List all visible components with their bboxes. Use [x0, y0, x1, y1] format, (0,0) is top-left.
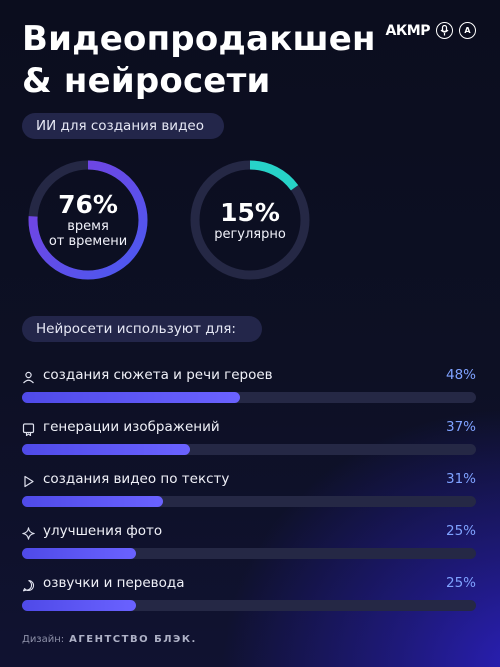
bar-row: озвучки и перевода 25%	[22, 574, 476, 616]
title-line-1: Видеопродакшен	[22, 19, 376, 59]
bar-track	[22, 548, 476, 559]
donut-chart-regular	[190, 160, 310, 280]
donut-arc-time	[28, 160, 148, 280]
footer-prefix: Дизайн:	[22, 634, 65, 645]
bar-row: улучшения фото 25%	[22, 522, 476, 564]
play-icon	[22, 473, 35, 488]
bar-value-label: 25%	[445, 523, 476, 539]
page-title: Видеопродакшен & нейросети	[22, 18, 376, 102]
stat-percent-regular: 15%	[220, 197, 280, 227]
bar-label: генерации изображений	[43, 419, 220, 435]
bar	[22, 548, 136, 559]
stat-caption-regular: регулярно	[214, 226, 286, 242]
bar-row: создания сюжета и речи героев 48%	[22, 366, 476, 408]
bar-header: озвучки и перевода 25%	[22, 574, 476, 594]
person-icon	[22, 369, 35, 384]
image-icon	[22, 421, 35, 437]
stat-percent-time: 76%	[58, 190, 118, 219]
stat-donut-regular: 15% регулярно	[188, 158, 312, 282]
bar-row: генерации изображений 37%	[22, 418, 476, 460]
bar	[22, 392, 240, 403]
bar-value-label: 31%	[445, 471, 476, 487]
a-circle-logo-icon: A	[459, 22, 476, 39]
footer-credit: Дизайн: АГЕНТСТВО БЛЭК.	[22, 634, 197, 645]
stat-caption-time-1: время	[67, 219, 109, 234]
bar-track	[22, 600, 476, 611]
bar-label: улучшения фото	[43, 523, 163, 539]
title-line-2: & нейросети	[22, 61, 271, 101]
donut-chart-time	[28, 160, 148, 280]
stat-donut-time: 76% время от времени	[26, 158, 150, 282]
bar-track	[22, 444, 476, 455]
section-pill-ai-video: ИИ для создания видео	[22, 113, 224, 139]
bar-header: улучшения фото 25%	[22, 522, 476, 542]
bar-header: создания сюжета и речи героев 48%	[22, 366, 476, 386]
bar	[22, 444, 190, 455]
bar-label: озвучки и перевода	[43, 575, 185, 591]
section-pill-ai-uses: Нейросети используют для:	[22, 316, 262, 342]
bar-value-label: 25%	[445, 575, 476, 591]
logo-group: АКМР A	[386, 22, 476, 39]
bar-value-label: 48%	[445, 367, 476, 383]
stat-caption-time-2: от времени	[48, 234, 128, 249]
microphone-logo-icon	[436, 22, 453, 39]
bar-header: генерации изображений 37%	[22, 418, 476, 438]
akmr-logo: АКМР	[385, 22, 431, 39]
bar-value-label: 37%	[445, 419, 476, 435]
bar-label: создания сюжета и речи героев	[43, 367, 273, 383]
bar	[22, 600, 136, 611]
chat-icon	[22, 577, 35, 592]
bar-track	[22, 392, 476, 403]
bar-row: создания видео по тексту 31%	[22, 470, 476, 512]
bar-track	[22, 496, 476, 507]
donut-arc-regular	[190, 160, 310, 280]
bar-label: создания видео по тексту	[43, 471, 230, 487]
bar-header: создания видео по тексту 31%	[22, 470, 476, 490]
bar	[22, 496, 163, 507]
sparkle-icon	[22, 525, 35, 540]
footer-brand: АГЕНТСТВО БЛЭК.	[69, 634, 197, 645]
